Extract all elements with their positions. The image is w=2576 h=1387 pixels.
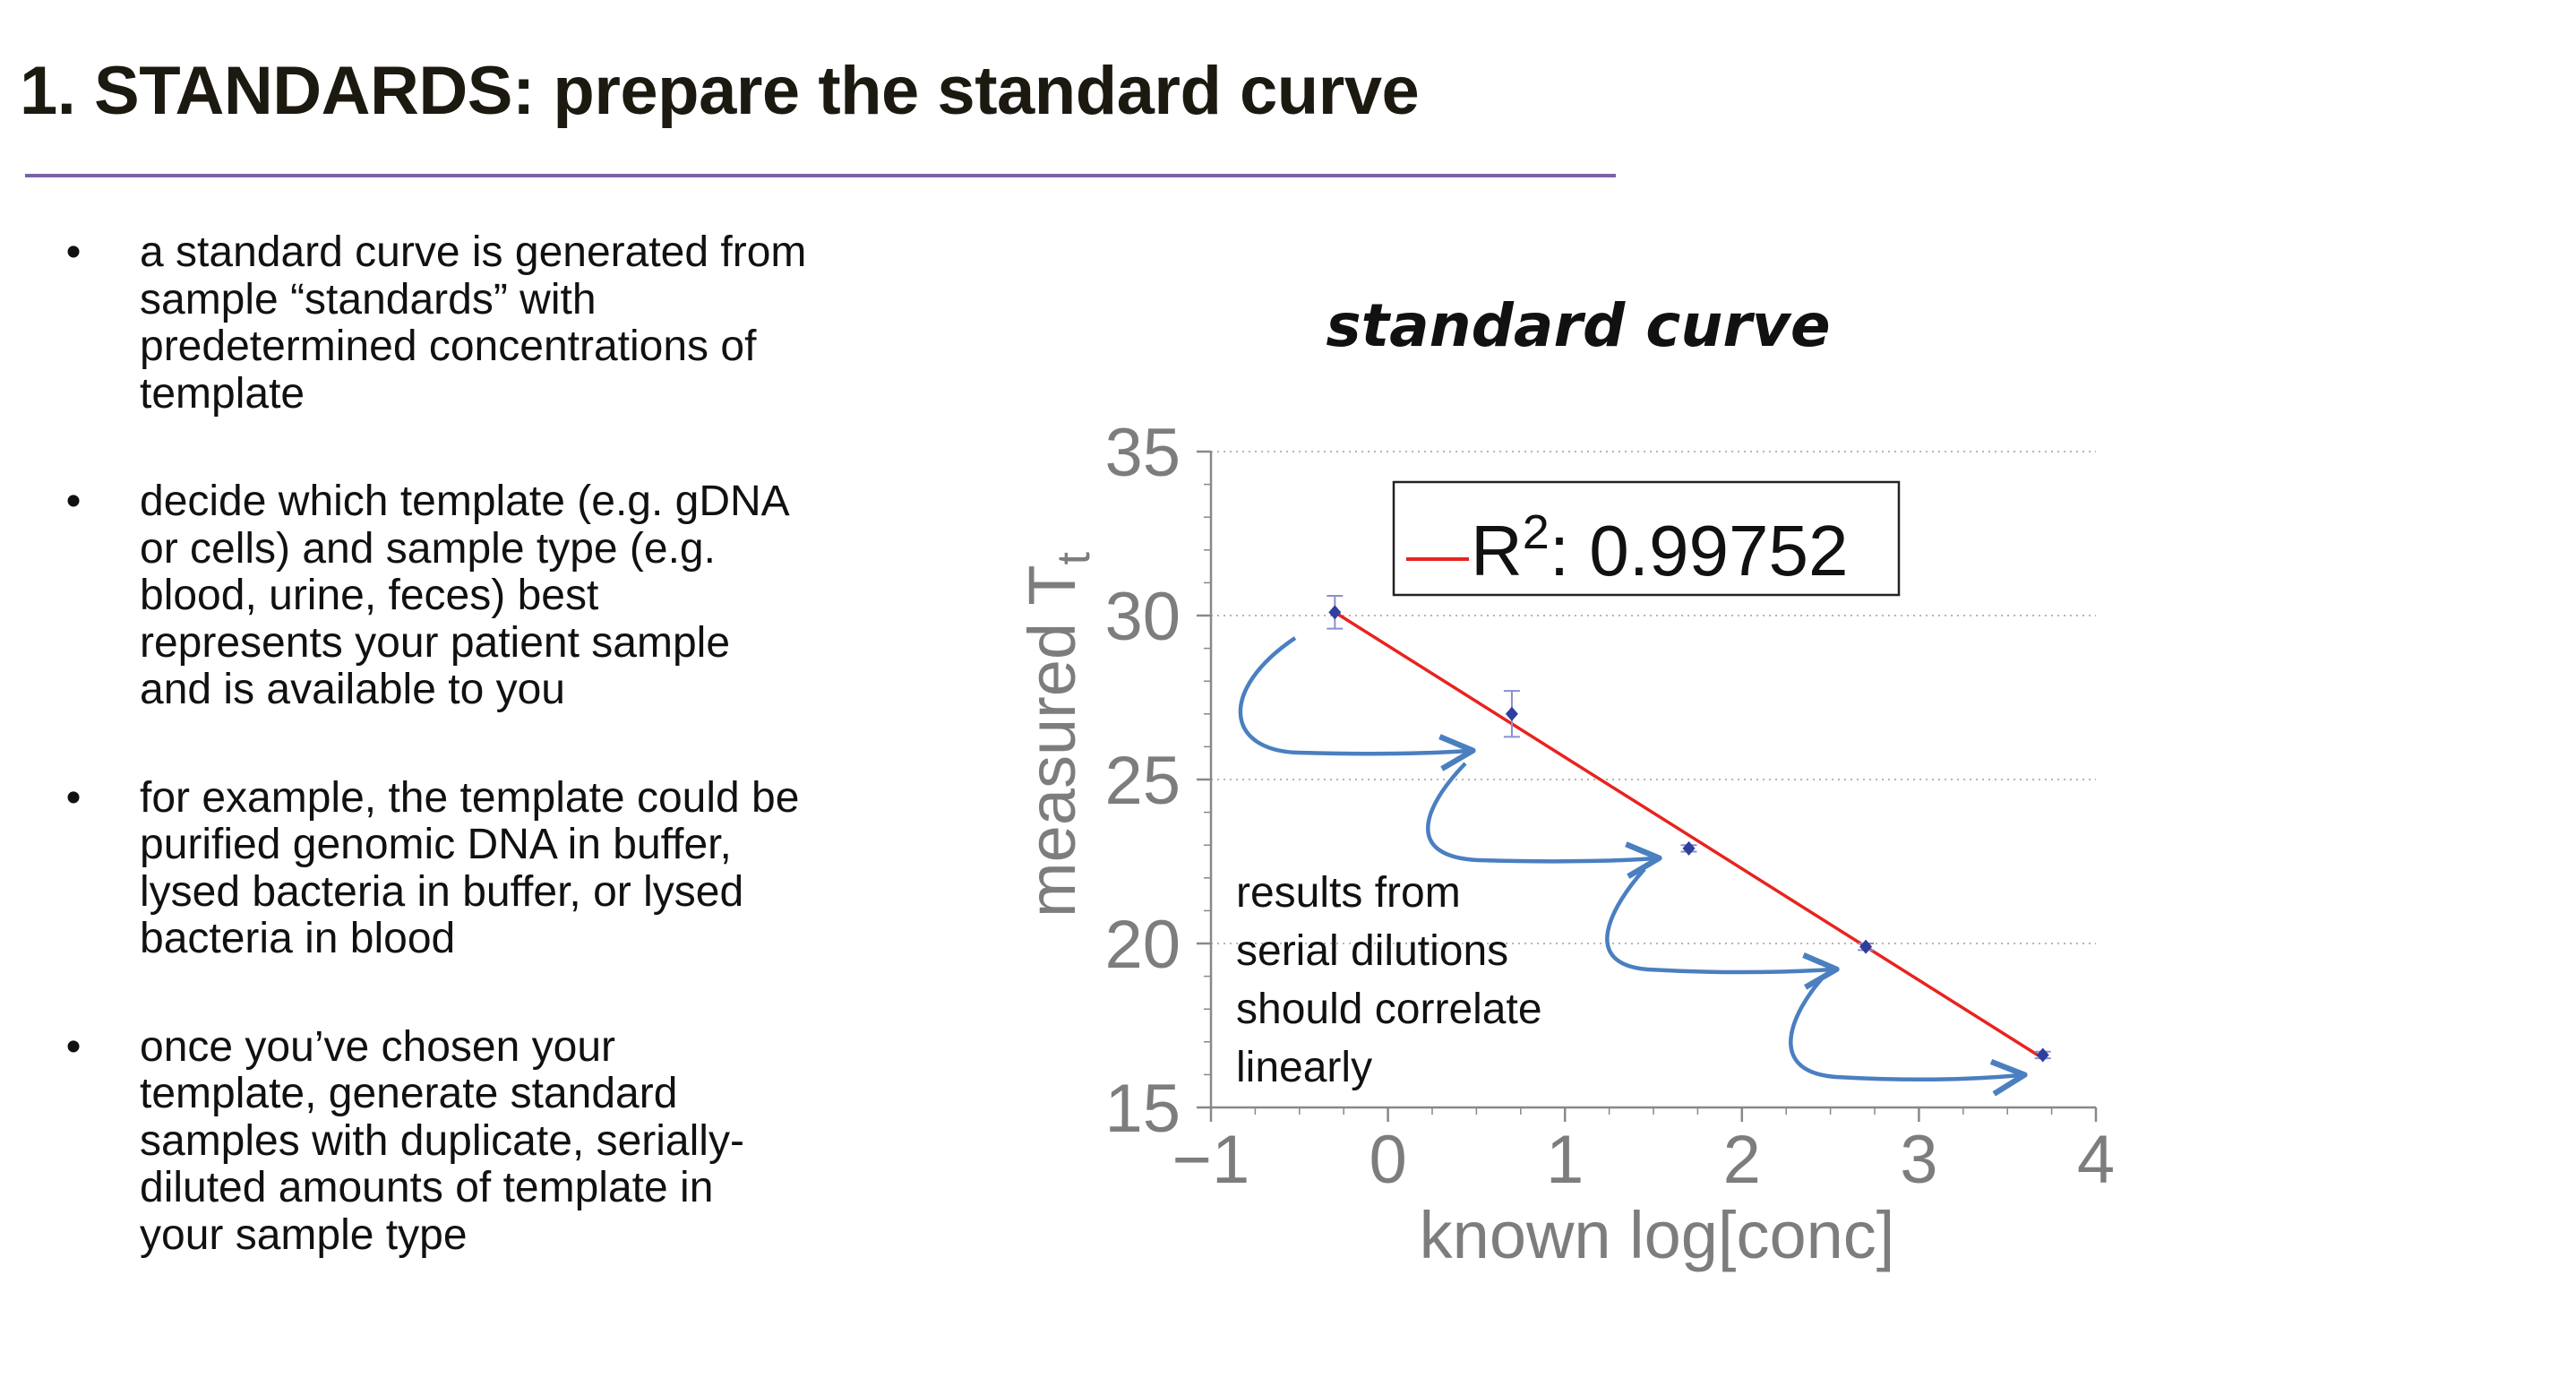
bullet-line: bacteria in blood [140,915,456,962]
bullet-item: • decide which template (e.g. gDNA or ce… [56,478,951,714]
bullet-marker: • [65,773,82,822]
x-tick-label: 2 [1723,1122,1761,1198]
y-tick-label: 15 [1104,1071,1181,1147]
bullet-line: and is available to you [140,666,565,713]
bullet-line: lysed bacteria in buffer, or lysed [140,867,744,916]
y-tick-label: 30 [1104,579,1181,655]
bullet-marker: • [65,228,82,276]
y-axis-label: measured Tt [1015,551,1100,917]
dilution-arrow [1238,636,1476,771]
bullet-line: represents your patient sample [140,618,731,667]
x-tick-label: −1 [1172,1122,1250,1198]
legend-value: : 0.99752 [1550,511,1849,590]
fit-line-group [1334,610,2044,1060]
bullet-line: samples with duplicate, serially- [140,1116,744,1165]
bullet-line: or cells) and sample type (e.g. [140,524,716,573]
y-axis-label-main: measured T [1015,564,1089,917]
dilution-arrows [1238,636,2028,1097]
axes [1197,450,2098,1122]
data-point [1859,939,1873,954]
data-point [1505,706,1518,721]
dilution-arrow [1426,762,1662,879]
chart-title: standard curve [1326,291,1830,360]
x-tick-label: 1 [1546,1122,1584,1198]
bullet-list: • a standard curve is generated from sam… [56,228,951,1320]
bullet-line: predetermined concentrations of [140,323,757,370]
bullet-line: template, generate standard [140,1070,678,1117]
data-points [1328,605,2049,1063]
data-point [1328,605,1342,620]
bullet-line: once you’ve chosen your [140,1022,615,1071]
bullet-line: for example, the template could be [140,773,800,822]
title-divider [25,174,1616,177]
annotation-line: should correlate [1236,986,1542,1033]
legend-box: R2: 0.99752 [1392,480,1901,597]
data-point [1682,840,1696,856]
bullet-line: your sample type [140,1210,468,1259]
x-axis-label: known log[conc] [1420,1198,1895,1272]
dilution-arrow [1605,867,1840,990]
bullet-line: blood, urine, feces) best [140,572,599,619]
bullet-line: decide which template (e.g. gDNA [140,478,790,525]
annotation-line: linearly [1236,1044,1372,1091]
bullet-line: template [140,369,305,418]
bullet-line: sample “standards” with [140,275,597,323]
bullet-marker: • [65,478,82,525]
bullet-item: • once you’ve chosen your template, gene… [56,1022,951,1260]
annotation-line: results from [1236,869,1461,917]
bullet-line: purified genomic DNA in buffer, [140,821,732,868]
y-tick-label: 25 [1104,743,1181,819]
bullet-line: a standard curve is generated from [140,228,807,276]
tick-labels: 15 20 25 30 35 −1 0 1 2 3 4 [1104,415,2115,1198]
fit-line [1334,610,2044,1060]
bullet-item: • for example, the template could be pur… [56,773,951,963]
dilution-arrow [1789,975,2028,1097]
y-tick-label: 35 [1104,415,1181,491]
annotation: results from serial dilutions should cor… [1236,869,1542,1091]
bullet-marker: • [65,1022,82,1071]
x-tick-label: 3 [1900,1122,1937,1198]
x-tick-label: 0 [1369,1122,1406,1198]
y-tick-label: 20 [1104,907,1181,983]
annotation-line: serial dilutions [1236,927,1508,975]
legend-superscript: 2 [1523,505,1550,559]
legend-r: R [1471,511,1523,590]
bullet-item: • a standard curve is generated from sam… [56,228,951,418]
x-tick-label: 4 [2077,1122,2115,1198]
bullet-line: diluted amounts of template in [140,1164,714,1211]
data-point [2036,1047,2049,1063]
legend-text: R2: 0.99752 [1471,505,1848,590]
y-axis-label-subscript: t [1048,551,1100,564]
slide-title: 1. STANDARDS: prepare the standard curve [20,53,1420,129]
